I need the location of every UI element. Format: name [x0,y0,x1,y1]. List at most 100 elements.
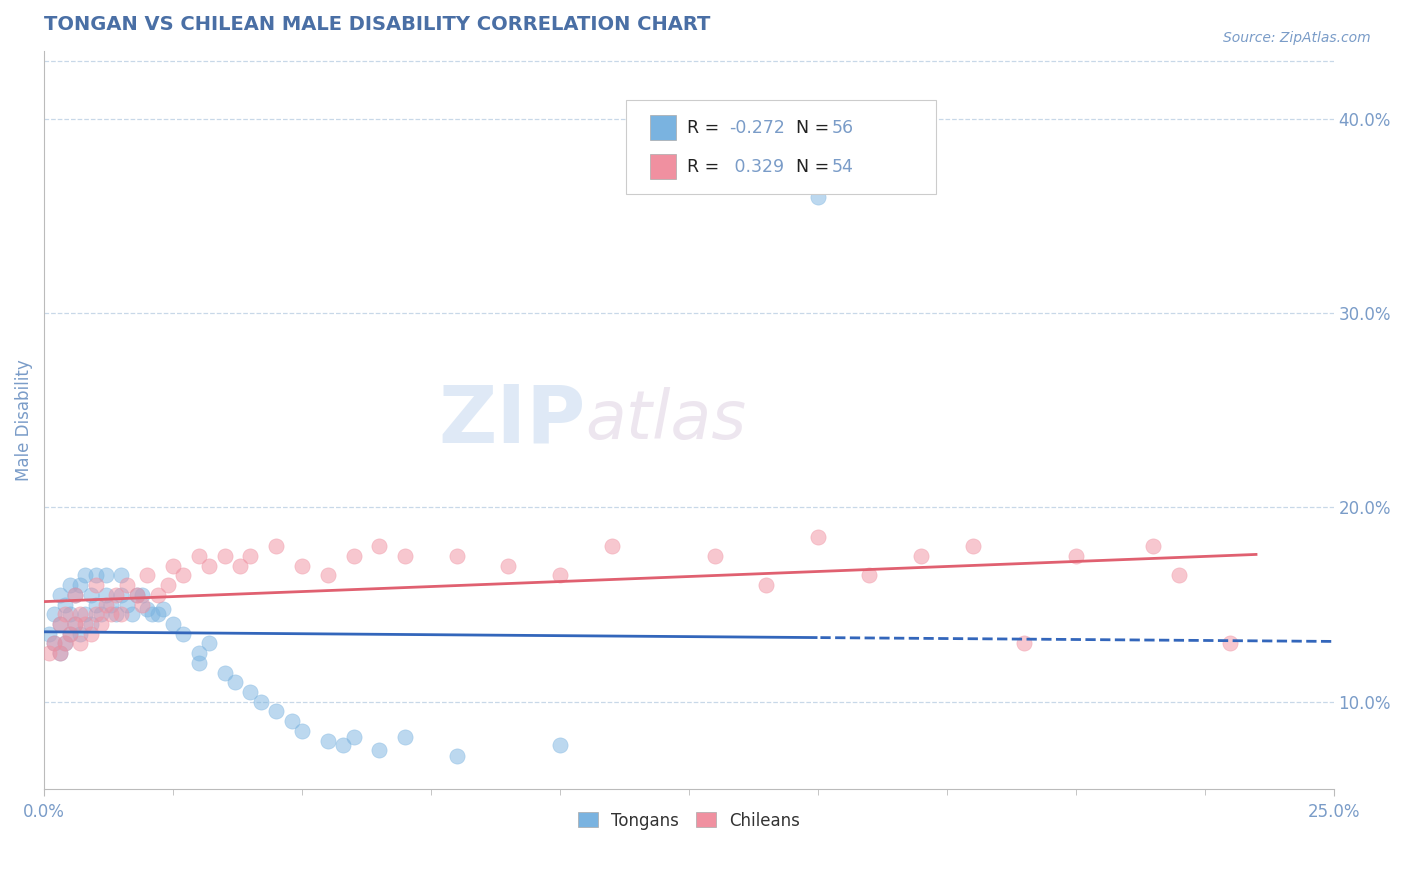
Point [332,738,354,752]
Text: 56: 56 [832,119,853,136]
Text: R =: R = [688,158,724,176]
Point [136,568,159,582]
Point [100,598,122,612]
Point [53,598,76,612]
Point [75,607,97,622]
Point [239,685,262,699]
Y-axis label: Male Disability: Male Disability [15,359,32,481]
Point [79,627,101,641]
Point [962,539,984,553]
Point [146,607,169,622]
Point [110,607,132,622]
Point [84,568,107,582]
Point [342,549,364,563]
Point [84,598,107,612]
Point [1142,539,1164,553]
Point [600,539,623,553]
Text: atlas: atlas [586,387,747,453]
Point [115,598,138,612]
Point [63,588,86,602]
Point [239,549,262,563]
Text: 0.329: 0.329 [730,158,785,176]
Point [152,601,174,615]
Point [69,627,91,641]
Point [224,675,246,690]
Point [90,607,112,622]
Point [187,549,209,563]
Point [548,738,571,752]
Point [291,558,314,573]
Point [69,636,91,650]
Point [44,607,66,622]
Point [94,598,117,612]
Point [125,588,148,602]
Point [198,558,221,573]
Point [79,617,101,632]
Text: TONGAN VS CHILEAN MALE DISABILITY CORRELATION CHART: TONGAN VS CHILEAN MALE DISABILITY CORREL… [44,15,710,34]
Point [446,549,468,563]
Point [100,607,122,622]
Point [316,733,339,747]
Point [1012,636,1035,650]
Text: Source: ZipAtlas.com: Source: ZipAtlas.com [1223,31,1371,45]
Text: N =: N = [785,119,835,136]
Point [53,636,76,650]
Point [69,578,91,592]
Point [229,558,252,573]
Point [394,730,416,744]
Point [53,607,76,622]
Point [105,588,128,602]
Point [131,588,153,602]
Point [446,749,468,764]
Point [48,617,70,632]
Point [84,578,107,592]
Point [59,578,82,592]
Point [84,607,107,622]
Point [394,549,416,563]
Point [1167,568,1189,582]
Point [172,568,194,582]
Point [38,646,60,660]
Point [136,601,159,615]
Point [910,549,932,563]
Point [368,539,391,553]
Text: -0.272: -0.272 [730,119,785,136]
Point [703,549,725,563]
Point [38,627,60,641]
Point [75,568,97,582]
Point [94,588,117,602]
Point [131,598,153,612]
Point [48,617,70,632]
Point [90,617,112,632]
Point [498,558,520,573]
Point [44,636,66,650]
Point [172,627,194,641]
Point [291,723,314,738]
Point [141,607,163,622]
Point [110,588,132,602]
Point [125,588,148,602]
Point [316,568,339,582]
Point [264,705,287,719]
Point [198,636,221,650]
Point [548,568,571,582]
Point [105,607,128,622]
Point [59,627,82,641]
Point [1219,636,1241,650]
Point [53,636,76,650]
Point [264,539,287,553]
Point [187,646,209,660]
Point [807,189,830,203]
Point [162,558,184,573]
Point [48,646,70,660]
Point [48,588,70,602]
Text: 54: 54 [832,158,853,176]
Point [121,607,143,622]
Point [63,617,86,632]
Point [156,578,179,592]
Point [858,568,880,582]
Point [94,568,117,582]
Point [280,714,302,729]
Point [162,617,184,632]
Point [249,695,271,709]
